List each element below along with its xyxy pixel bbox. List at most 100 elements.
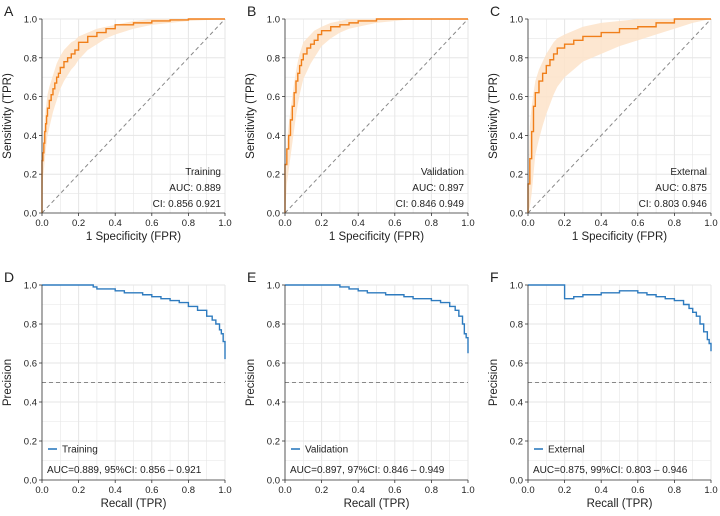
legend-auc: AUC: 0.889 — [169, 183, 221, 194]
x-tick-label: 0.2 — [558, 485, 571, 496]
panel-a: A 0.0 0.2 0.4 0.6 0.8 1.0 0.0 0.2 0.4 0.6 0.8 1.0 1 S… — [2, 3, 232, 243]
x-tick-label: 0.6 — [145, 218, 158, 229]
y-tick-label: 0.8 — [267, 320, 280, 331]
y-tick-label: 0.8 — [510, 53, 523, 64]
x-tick-label: 1.0 — [461, 485, 474, 496]
x-tick-label: 0.8 — [668, 485, 681, 496]
panel-label: C — [490, 3, 500, 19]
x-axis-label: Recall (TPR) — [587, 498, 653, 510]
y-axis-label: Sensitivity (TPR) — [488, 73, 500, 159]
legend-dataset-label: External — [670, 167, 707, 178]
y-tick-label: 0.2 — [267, 170, 280, 181]
x-tick-label: 0.2 — [315, 218, 328, 229]
x-tick-label: 0.4 — [352, 485, 365, 496]
roc-curve — [284, 18, 468, 213]
x-axis-label: 1 Specificity (FPR) — [86, 231, 181, 243]
y-tick-label: 0.8 — [267, 53, 280, 64]
y-tick-label: 0.0 — [267, 209, 280, 220]
y-tick-label: 1.0 — [267, 15, 280, 26]
legend-auc: AUC: 0.875 — [655, 183, 707, 194]
x-tick-label: 1.0 — [461, 218, 474, 229]
x-axis-label: 1 Specificity (FPR) — [572, 231, 667, 243]
y-tick-label: 0.0 — [510, 209, 523, 220]
panel-e: E 0.0 0.2 0.4 0.6 0.8 1.0 0.0 0.2 0.4 0.6 0.8 1.0 Rec… — [245, 269, 475, 510]
y-tick-label: 0.2 — [267, 437, 280, 448]
panel-c: C 0.0 0.2 0.4 0.6 0.8 1.0 0.0 0.2 0.4 0.6 0.8 1.0 1 S… — [488, 3, 718, 243]
x-tick-label: 0.4 — [109, 218, 122, 229]
x-tick-label: 0.6 — [145, 485, 158, 496]
panel-label: D — [4, 269, 14, 285]
y-tick-label: 1.0 — [510, 15, 523, 26]
x-tick-label: 0.4 — [352, 218, 365, 229]
y-tick-label: 0.2 — [510, 170, 523, 181]
x-tick-label: 0.0 — [278, 485, 291, 496]
x-tick-label: 0.6 — [631, 485, 644, 496]
y-axis-label: Sensitivity (TPR) — [245, 73, 257, 159]
x-tick-label: 1.0 — [218, 485, 231, 496]
y-tick-label: 1.0 — [24, 281, 37, 292]
panel-b: B 0.0 0.2 0.4 0.6 0.8 1.0 0.0 0.2 0.4 0.6 0.8 1.0 1 S… — [245, 3, 475, 243]
x-tick-label: 0.8 — [425, 485, 438, 496]
y-axis-label: Precision — [245, 359, 257, 406]
y-tick-label: 1.0 — [510, 281, 523, 292]
y-tick-label: 0.6 — [510, 359, 523, 370]
y-tick-label: 0.4 — [24, 398, 37, 409]
x-tick-label: 0.6 — [388, 218, 401, 229]
legend-dataset-label: Training — [185, 167, 221, 178]
chance-diagonal — [41, 18, 226, 214]
y-tick-label: 0.2 — [24, 170, 37, 181]
chance-diagonal — [527, 18, 712, 214]
auc-annotation: AUC=0.875, 99%CI: 0.803 – 0.946 — [533, 465, 688, 476]
auc-annotation: AUC=0.897, 97%CI: 0.846 – 0.949 — [290, 465, 445, 476]
roc-ci-band — [528, 19, 711, 213]
y-tick-label: 0.6 — [510, 92, 523, 103]
x-tick-label: 0.8 — [182, 485, 195, 496]
y-tick-label: 0.6 — [267, 92, 280, 103]
x-tick-label: 0.4 — [595, 218, 608, 229]
y-tick-label: 0.4 — [510, 131, 523, 142]
x-tick-label: 0.8 — [425, 218, 438, 229]
x-tick-label: 1.0 — [704, 218, 717, 229]
y-axis-label: Sensitivity (TPR) — [2, 73, 14, 159]
panel-label: E — [247, 269, 256, 285]
y-tick-label: 0.4 — [510, 398, 523, 409]
legend-ci: CI: 0.856 0.921 — [153, 199, 222, 210]
x-tick-label: 0.0 — [521, 485, 534, 496]
y-tick-label: 0.8 — [24, 53, 37, 64]
y-tick-label: 0.0 — [510, 476, 523, 487]
x-tick-label: 0.4 — [595, 485, 608, 496]
panel-f: F 0.0 0.2 0.4 0.6 0.8 1.0 0.0 0.2 0.4 0.6 0.8 1.0 Rec… — [488, 269, 718, 510]
y-tick-label: 0.6 — [267, 359, 280, 370]
y-axis-label: Precision — [2, 359, 14, 406]
y-tick-label: 0.0 — [24, 209, 37, 220]
x-tick-label: 0.4 — [109, 485, 122, 496]
x-tick-label: 0.8 — [182, 218, 195, 229]
y-tick-label: 0.4 — [267, 398, 280, 409]
y-tick-label: 0.6 — [24, 92, 37, 103]
legend-ci: CI: 0.803 0.946 — [639, 199, 708, 210]
x-tick-label: 1.0 — [218, 218, 231, 229]
legend-auc: AUC: 0.897 — [412, 183, 464, 194]
x-tick-label: 0.0 — [521, 218, 534, 229]
x-tick-label: 0.2 — [315, 485, 328, 496]
y-tick-label: 0.4 — [24, 131, 37, 142]
panel-d: D 0.0 0.2 0.4 0.6 0.8 1.0 0.0 0.2 0.4 0.6 0.8 1.0 Rec… — [2, 269, 232, 510]
chance-diagonal — [284, 18, 469, 214]
y-tick-label: 0.6 — [24, 359, 37, 370]
x-tick-label: 0.0 — [35, 485, 48, 496]
legend-label: External — [548, 445, 585, 456]
panel-label: B — [247, 3, 256, 19]
x-tick-label: 0.2 — [558, 218, 571, 229]
roc-curve — [41, 18, 225, 213]
y-tick-label: 1.0 — [267, 281, 280, 292]
y-tick-label: 0.0 — [24, 476, 37, 487]
y-tick-label: 0.0 — [267, 476, 280, 487]
pr-curve — [42, 284, 226, 360]
x-tick-label: 0.6 — [631, 218, 644, 229]
panel-label: A — [4, 3, 14, 19]
legend-ci: CI: 0.846 0.949 — [396, 199, 465, 210]
roc-curve — [527, 18, 711, 213]
x-tick-label: 1.0 — [704, 485, 717, 496]
y-axis-label: Precision — [488, 359, 500, 406]
y-tick-label: 0.2 — [24, 437, 37, 448]
